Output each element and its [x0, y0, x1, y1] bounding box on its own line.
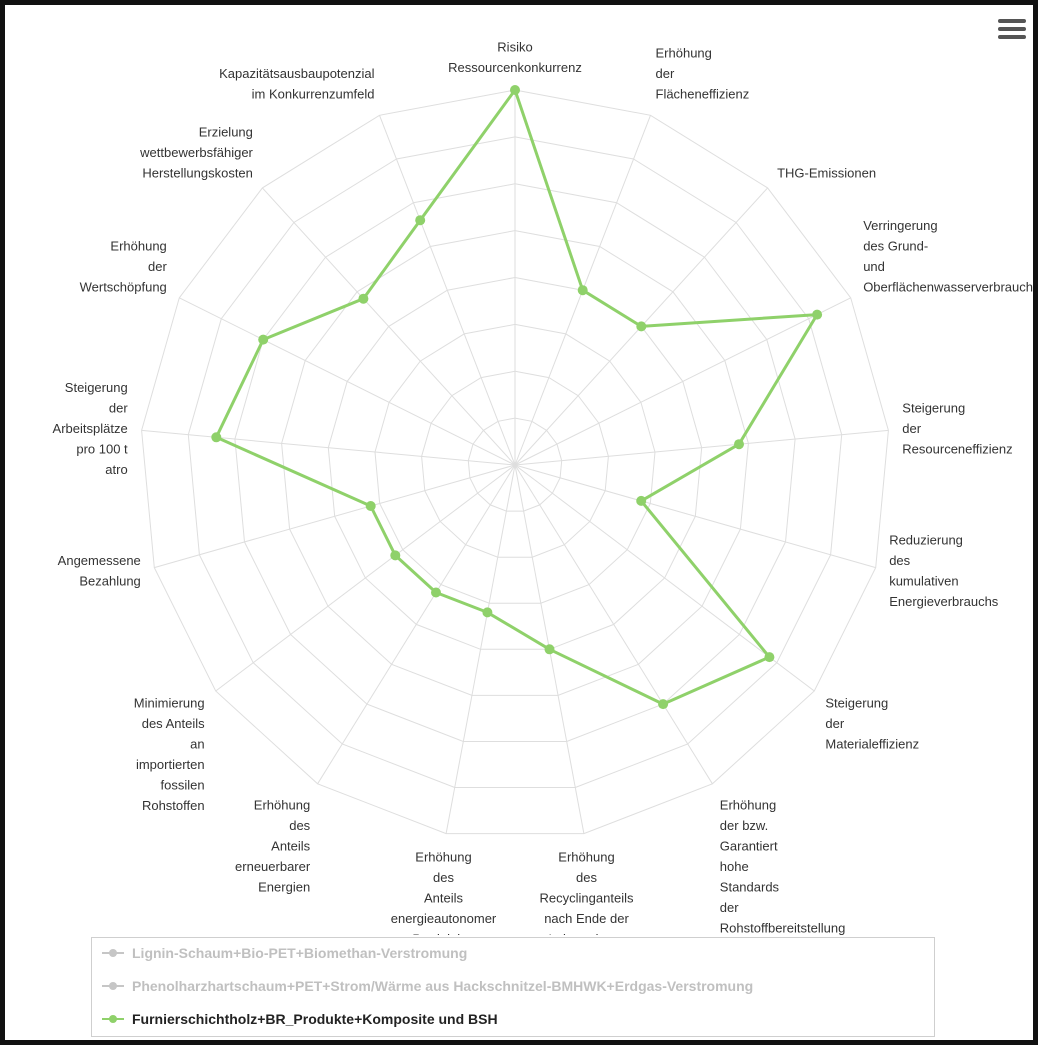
data-point[interactable]: [415, 215, 426, 226]
series-line: [214, 88, 819, 706]
data-point[interactable]: [812, 309, 823, 320]
grid-spoke: [514, 429, 889, 466]
hamburger-menu-icon[interactable]: [998, 19, 1026, 41]
grid-ring: [327, 276, 703, 650]
data-point[interactable]: [358, 293, 369, 304]
legend-item-furnierschichtholz[interactable]: Furnierschichtholz+BR_Produkte+Komposite…: [102, 1008, 498, 1030]
axis-label: Steigerung der Arbeitsplätze pro 100 t atro: [53, 380, 129, 477]
axis-label: Angemessene Bezahlung: [58, 553, 141, 589]
axis-label: THG-Emissionen: [777, 166, 876, 181]
axis-label: Verringerung des Grund-und Oberflächenwass…: [863, 218, 1038, 295]
grid-spoke: [317, 464, 516, 785]
axis-label: Risiko Ressourcenkonkurrenz: [448, 40, 582, 76]
data-point[interactable]: [258, 334, 269, 345]
menu-bar-2: [998, 27, 1026, 31]
data-point[interactable]: [544, 644, 555, 655]
axis-label: Erhöhung des Recyclinganteils nach Ende der…: [540, 849, 634, 935]
menu-bar-1: [998, 19, 1026, 23]
legend-dot: [109, 1015, 117, 1023]
grid-spoke: [379, 115, 516, 466]
data-point[interactable]: [211, 432, 222, 443]
legend-marker: [102, 979, 124, 993]
radar-chart: Risiko Ressourcenkonkurrenz Erhöhung der Flä…: [53, 40, 1038, 936]
grid-ring: [421, 370, 609, 558]
data-point[interactable]: [636, 495, 647, 506]
data-point[interactable]: [390, 550, 401, 561]
grid-spoke: [141, 429, 516, 466]
axis-label: Erzielung wettbewerbsfähiger Herstellungsk…: [139, 125, 253, 181]
grid-spoke: [514, 464, 876, 569]
radar-grid: [141, 89, 889, 835]
radar-series-layer: [211, 85, 823, 710]
data-point[interactable]: [636, 321, 647, 332]
menu-bar-3: [998, 35, 1026, 39]
legend-item-phenolharz[interactable]: Phenolharzhartschaum+PET+Strom/Wärme aus…: [102, 975, 753, 997]
data-point[interactable]: [482, 607, 493, 618]
axis-label: Erhöhung der bzw. Garantiert hohe Standards d…: [720, 798, 846, 935]
axis-label: ErhöhungdesAnteilsenergieautonomerProduk…: [391, 849, 497, 935]
legend-marker: [102, 1012, 124, 1026]
grid-spoke: [445, 464, 516, 834]
axis-label: Erhöhung der Flächeneffizienz: [656, 45, 750, 101]
legend-label: Furnierschichtholz+BR_Produkte+Komposite…: [132, 1011, 498, 1027]
axis-label: Minimierung des Anteils an importierten foss…: [134, 695, 205, 813]
grid-ring: [141, 89, 889, 835]
axis-label: Reduzierung des kumulativen Energieverbrauc…: [889, 533, 999, 610]
grid-ring: [281, 230, 749, 696]
grid-spoke: [215, 464, 516, 692]
legend-item-lignin[interactable]: Lignin-Schaum+Bio-PET+Biomethan-Verstrom…: [102, 942, 467, 964]
grid-ring: [374, 323, 656, 604]
data-point[interactable]: [431, 587, 441, 598]
data-point[interactable]: [365, 501, 376, 511]
chart-legend: Lignin-Schaum+Bio-PET+Biomethan-Verstrom…: [91, 937, 935, 1037]
data-point[interactable]: [658, 699, 669, 710]
grid-spoke: [179, 297, 516, 466]
axis-label: Erhöhung der Wertschöpfung: [80, 239, 168, 295]
grid-spoke: [154, 464, 516, 569]
legend-marker: [102, 946, 124, 960]
legend-dot: [109, 982, 117, 990]
axis-label: Steigerung der Materialeffizienz: [825, 695, 919, 751]
grid-spoke: [514, 464, 713, 785]
legend-dot: [109, 949, 117, 957]
grid-spoke: [514, 297, 851, 466]
axis-labels: Risiko Ressourcenkonkurrenz Erhöhung der Flä…: [53, 40, 1038, 936]
data-point[interactable]: [764, 652, 775, 663]
grid-ring: [467, 417, 563, 512]
axis-label: Erhöhung des Anteils erneuerbarer Energien: [235, 798, 311, 895]
grid-ring: [187, 136, 843, 788]
data-point[interactable]: [734, 439, 744, 450]
legend-label: Lignin-Schaum+Bio-PET+Biomethan-Verstrom…: [132, 945, 468, 961]
axis-label: Steigerung der Resourceneffizienz: [902, 401, 1012, 457]
axis-label: Kapazitätsausbaupotenzial im Konkurrenzum…: [219, 66, 375, 102]
grid-ring: [234, 183, 796, 742]
data-point[interactable]: [577, 285, 588, 296]
data-point[interactable]: [510, 85, 520, 95]
grid-spoke: [262, 187, 516, 466]
legend-label: Phenolharzhartschaum+PET+Strom/Wärme aus…: [132, 978, 754, 994]
